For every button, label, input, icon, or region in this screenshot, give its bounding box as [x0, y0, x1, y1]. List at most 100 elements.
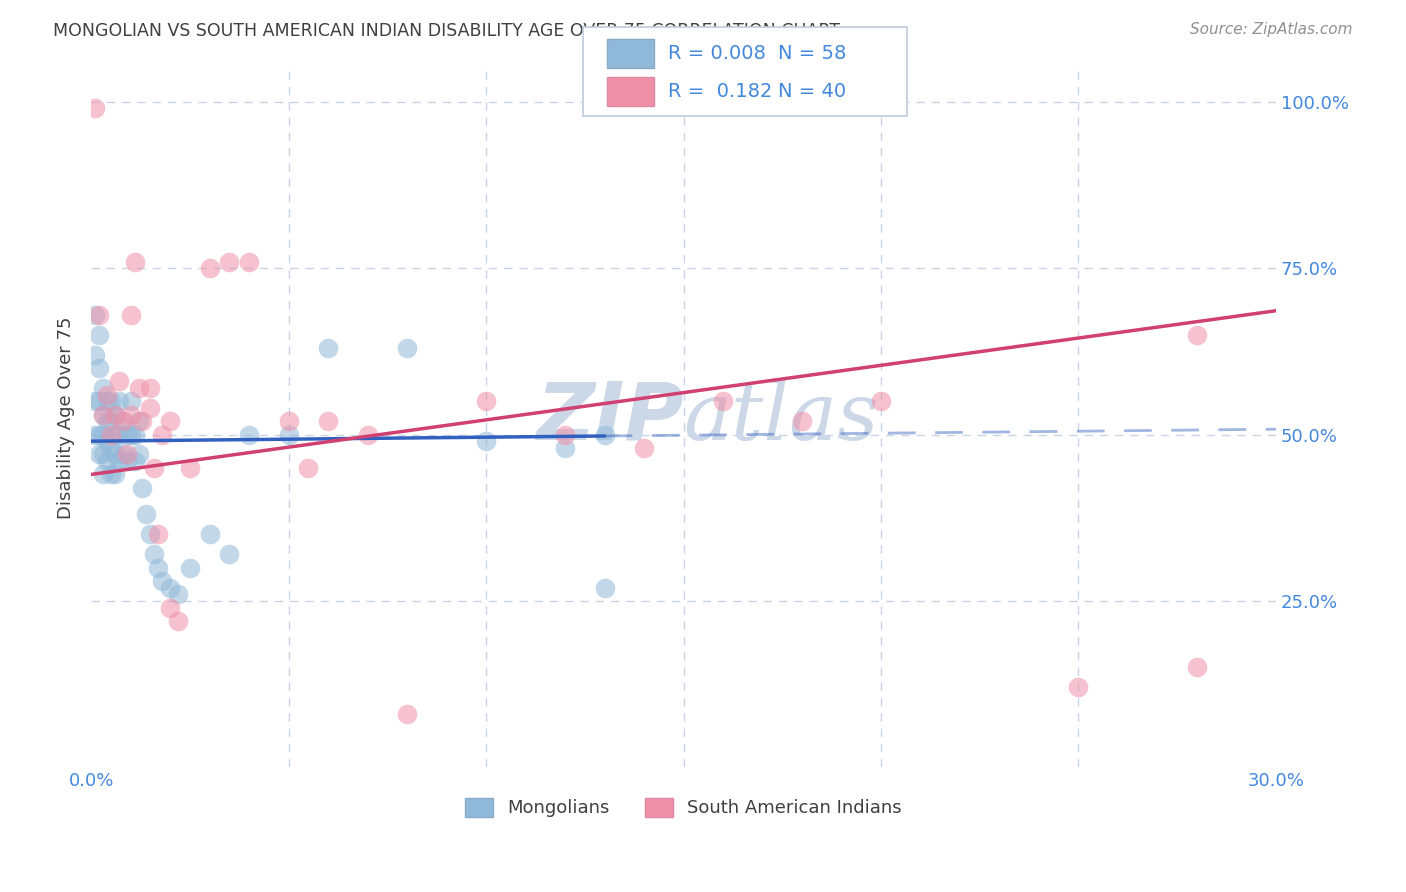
Y-axis label: Disability Age Over 75: Disability Age Over 75 [58, 317, 75, 519]
Point [128, 381, 150, 395]
Point [84, 308, 107, 322]
Point [107, 374, 129, 388]
Point [1067, 681, 1090, 695]
Text: atlas: atlas [683, 379, 879, 457]
Point [179, 560, 201, 574]
Point [633, 441, 655, 455]
Point [159, 414, 181, 428]
Point [167, 614, 190, 628]
Point [104, 408, 127, 422]
Point [111, 414, 134, 428]
Point [87, 308, 110, 322]
Point [238, 427, 260, 442]
Point [107, 454, 129, 468]
Point [198, 261, 221, 276]
Point [139, 381, 162, 395]
Point [87, 327, 110, 342]
Point [593, 427, 616, 442]
Point [135, 508, 157, 522]
Point [148, 560, 170, 574]
Text: N = 40: N = 40 [778, 82, 845, 101]
Point [107, 427, 129, 442]
Point [139, 401, 162, 415]
Point [100, 441, 122, 455]
Point [84, 394, 107, 409]
Legend: Mongolians, South American Indians: Mongolians, South American Indians [458, 791, 908, 824]
Point [128, 414, 150, 428]
Point [96, 387, 118, 401]
Point [316, 341, 339, 355]
Point [238, 254, 260, 268]
Point [96, 414, 118, 428]
Point [87, 361, 110, 376]
Point [143, 460, 166, 475]
Point [297, 460, 319, 475]
Point [159, 600, 181, 615]
Point [84, 102, 107, 116]
Point [711, 394, 734, 409]
Point [1185, 660, 1208, 674]
Text: R =  0.182: R = 0.182 [668, 82, 772, 101]
Point [356, 427, 378, 442]
Text: MONGOLIAN VS SOUTH AMERICAN INDIAN DISABILITY AGE OVER 75 CORRELATION CHART: MONGOLIAN VS SOUTH AMERICAN INDIAN DISAB… [53, 22, 841, 40]
Point [87, 448, 110, 462]
Point [104, 448, 127, 462]
Point [107, 394, 129, 409]
Point [100, 414, 122, 428]
Point [87, 394, 110, 409]
Point [91, 408, 114, 422]
Point [179, 460, 201, 475]
Point [96, 454, 118, 468]
Point [131, 414, 153, 428]
Point [115, 427, 138, 442]
Point [148, 527, 170, 541]
Point [100, 394, 122, 409]
Point [91, 408, 114, 422]
Point [91, 467, 114, 482]
Point [124, 254, 146, 268]
Point [96, 434, 118, 449]
Point [84, 427, 107, 442]
Point [115, 448, 138, 462]
Point [316, 414, 339, 428]
Point [91, 427, 114, 442]
Point [104, 427, 127, 442]
Point [870, 394, 893, 409]
Point [84, 348, 107, 362]
Point [150, 427, 173, 442]
Point [396, 706, 419, 721]
Point [277, 414, 299, 428]
Point [120, 394, 142, 409]
Point [124, 427, 146, 442]
Point [150, 574, 173, 588]
Point [124, 454, 146, 468]
Point [396, 341, 419, 355]
Point [91, 381, 114, 395]
Point [143, 547, 166, 561]
Point [120, 427, 142, 442]
Text: R = 0.008: R = 0.008 [668, 45, 766, 63]
Point [104, 408, 127, 422]
Point [111, 448, 134, 462]
Point [218, 547, 240, 561]
Point [131, 481, 153, 495]
Point [100, 427, 122, 442]
Point [167, 587, 190, 601]
Text: ZIP: ZIP [536, 379, 683, 457]
Point [115, 454, 138, 468]
Text: N = 58: N = 58 [778, 45, 846, 63]
Text: Source: ZipAtlas.com: Source: ZipAtlas.com [1189, 22, 1353, 37]
Point [593, 581, 616, 595]
Point [790, 414, 813, 428]
Point [120, 308, 142, 322]
Point [475, 434, 498, 449]
Point [139, 527, 162, 541]
Point [475, 394, 498, 409]
Point [120, 408, 142, 422]
Point [1185, 327, 1208, 342]
Point [128, 448, 150, 462]
Point [159, 581, 181, 595]
Point [96, 394, 118, 409]
Point [111, 414, 134, 428]
Point [100, 467, 122, 482]
